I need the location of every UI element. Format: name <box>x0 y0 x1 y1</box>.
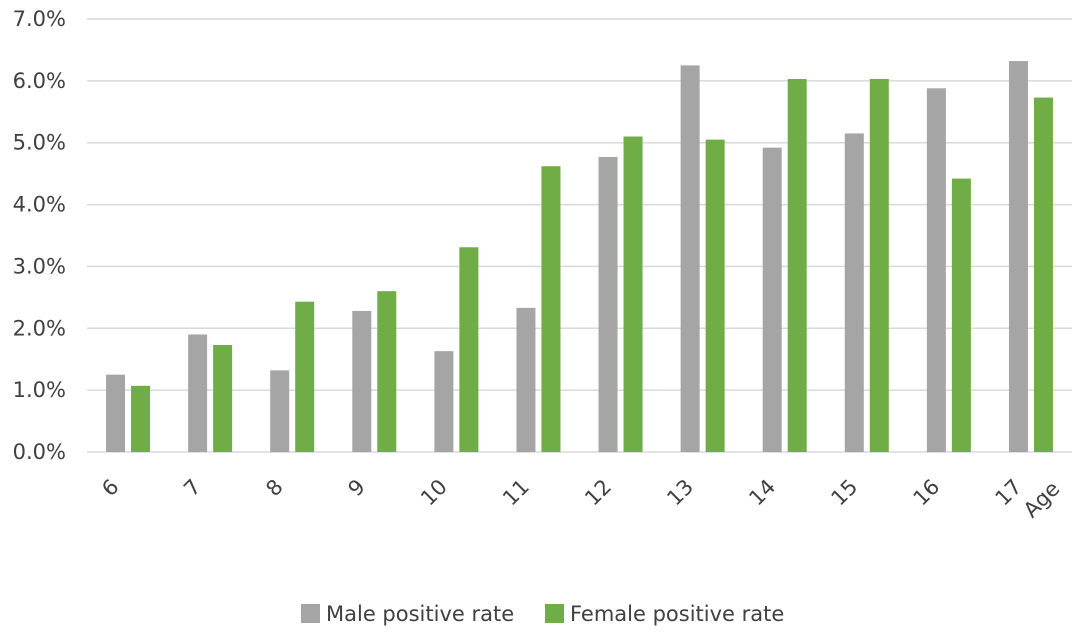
legend: Male positive rate Female positive rate <box>301 602 784 626</box>
legend-label-female: Female positive rate <box>570 602 784 626</box>
y-tick-label: 0.0% <box>13 440 66 464</box>
x-tick-label: 13 <box>662 475 698 511</box>
bar-female <box>541 166 561 452</box>
legend-swatch-female <box>545 604 564 623</box>
bar-male <box>926 88 946 452</box>
bar-female <box>459 247 479 452</box>
bar-male <box>434 351 454 452</box>
bar-female <box>623 136 643 452</box>
bar-male <box>680 65 700 453</box>
y-axis-ticks: 0.0% 1.0% 2.0% 3.0% 4.0% 5.0% 6.0% 7.0% <box>13 7 66 464</box>
x-tick-label: 11 <box>498 475 534 511</box>
bar-female <box>787 79 807 452</box>
bar-male <box>106 374 126 452</box>
x-tick-label: 8 <box>261 475 287 501</box>
bar-male <box>188 334 208 452</box>
y-tick-label: 6.0% <box>13 69 66 93</box>
bar-female <box>1033 97 1053 453</box>
x-tick-label: 10 <box>416 475 452 511</box>
bar-male <box>1008 61 1028 452</box>
bar-female <box>295 301 315 452</box>
bar-female <box>705 139 725 452</box>
x-tick-label: 16 <box>909 475 945 511</box>
x-tick-label: 9 <box>343 475 369 501</box>
bars <box>106 61 1053 453</box>
bar-female <box>131 385 151 452</box>
legend-label-male: Male positive rate <box>326 602 514 626</box>
x-tick-label: 6 <box>97 475 123 501</box>
bar-female <box>213 344 233 452</box>
x-axis-label: Age <box>1019 477 1065 523</box>
y-tick-label: 4.0% <box>13 193 66 217</box>
x-tick-label: 7 <box>179 475 205 501</box>
bar-male <box>516 307 536 452</box>
y-tick-label: 5.0% <box>13 131 66 155</box>
bar-male <box>762 147 782 453</box>
bar-male <box>598 156 618 453</box>
bar-male <box>844 133 864 452</box>
gridlines <box>87 18 1072 453</box>
x-tick-label: 14 <box>744 475 780 511</box>
bar-male <box>352 310 372 452</box>
bar-female <box>377 291 397 452</box>
legend-swatch-male <box>301 604 320 623</box>
x-tick-label: 12 <box>580 475 616 511</box>
x-tick-label: 15 <box>826 475 862 511</box>
y-tick-label: 3.0% <box>13 254 66 278</box>
bar-female <box>869 79 889 452</box>
bar-male <box>270 370 290 452</box>
bar-female <box>951 178 971 452</box>
x-axis-ticks: 6 7 8 9 10 11 12 13 14 15 16 17 <box>97 475 1026 511</box>
y-tick-label: 1.0% <box>13 378 66 402</box>
y-tick-label: 7.0% <box>13 7 66 31</box>
y-tick-label: 2.0% <box>13 316 66 340</box>
